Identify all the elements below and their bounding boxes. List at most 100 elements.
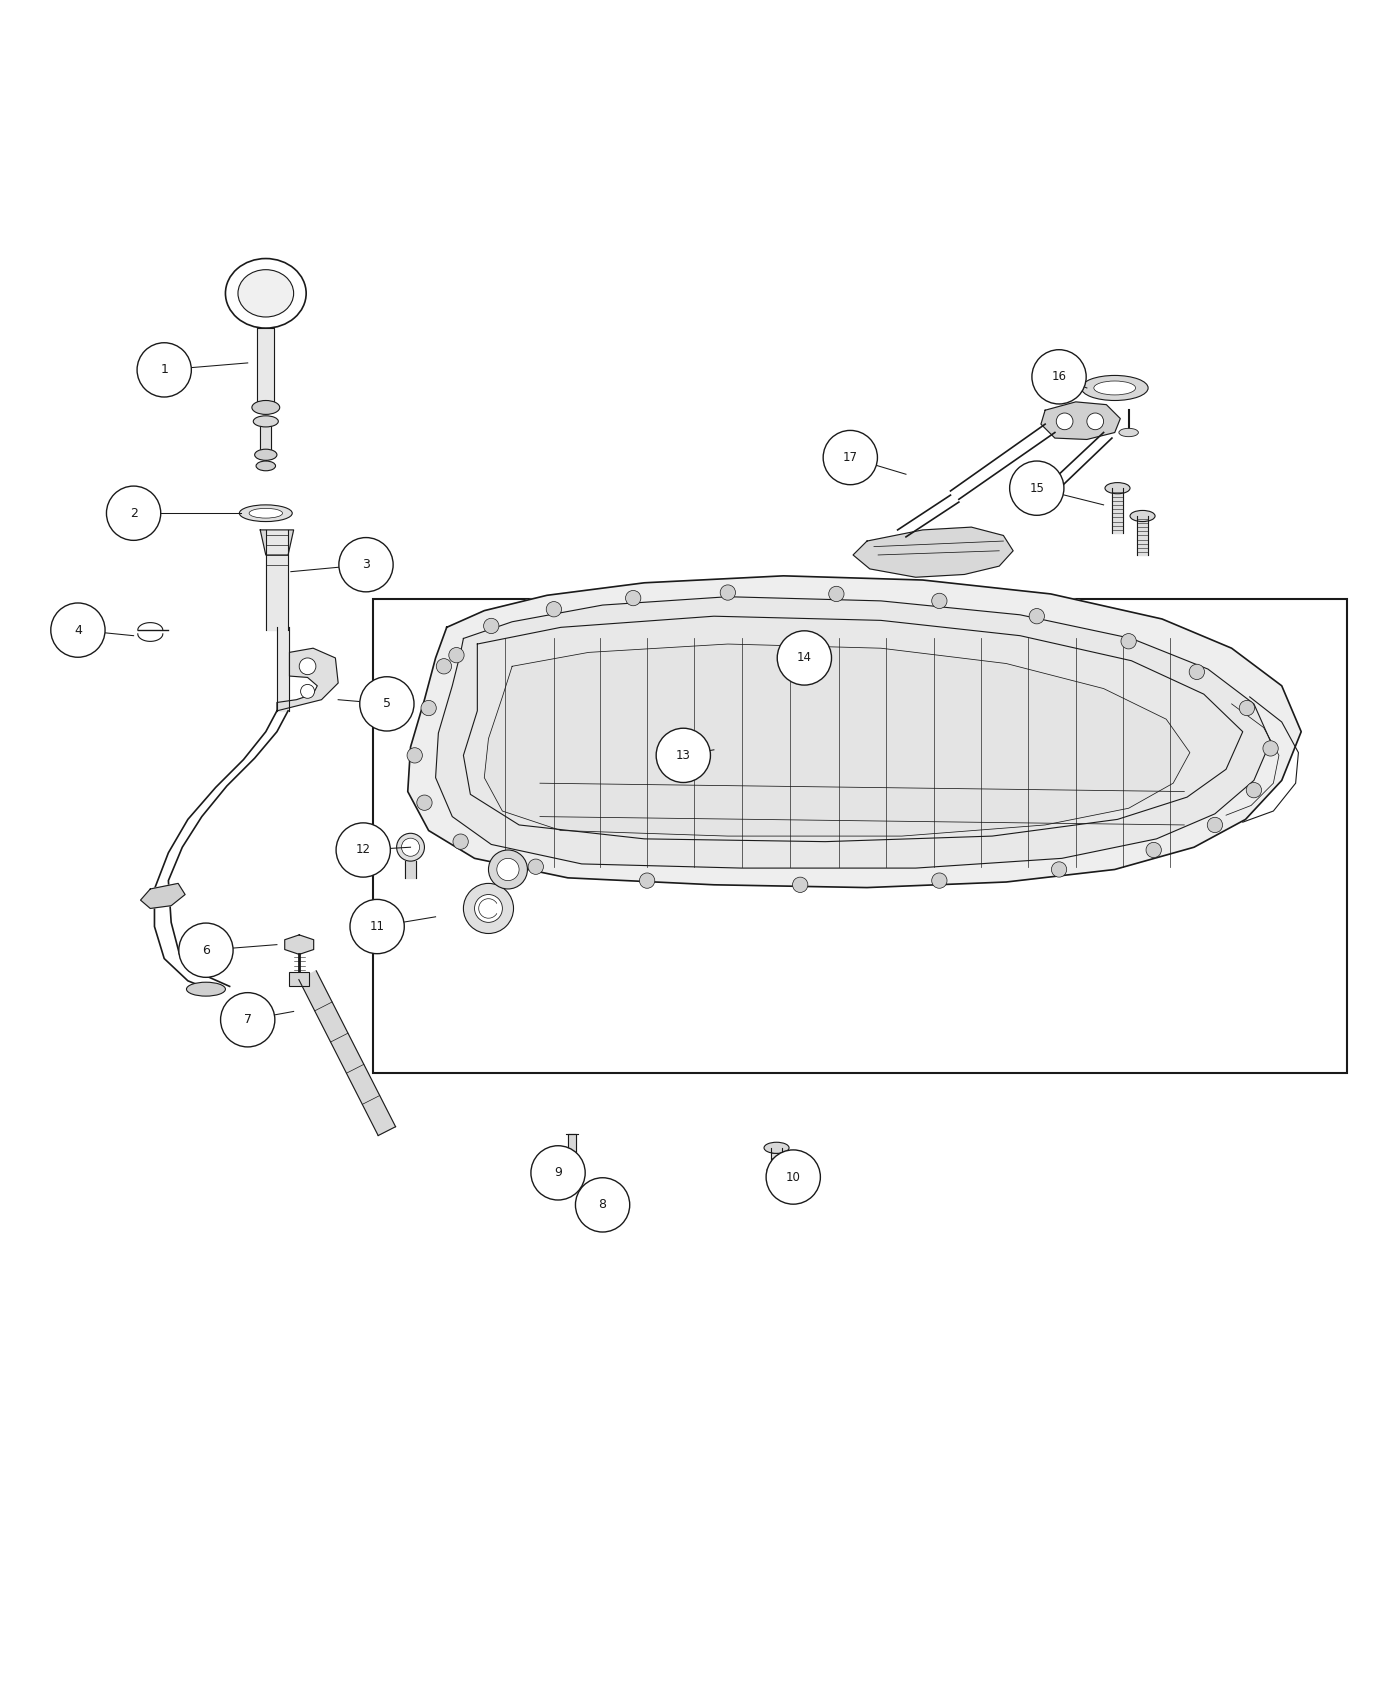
Circle shape [300,658,316,675]
Ellipse shape [396,833,424,862]
Ellipse shape [402,838,420,857]
Text: 7: 7 [244,1013,252,1027]
Circle shape [449,648,465,663]
Circle shape [1239,700,1254,716]
Circle shape [1263,741,1278,757]
Circle shape [1207,818,1222,833]
Ellipse shape [1119,428,1138,437]
Text: 16: 16 [1051,371,1067,383]
Ellipse shape [186,983,225,996]
Text: 10: 10 [785,1171,801,1183]
Circle shape [1246,782,1261,797]
Circle shape [301,685,315,699]
Text: 9: 9 [554,1166,561,1180]
Circle shape [932,593,946,609]
Circle shape [360,677,414,731]
Ellipse shape [252,401,280,415]
Text: 14: 14 [797,651,812,665]
Ellipse shape [225,258,307,328]
Circle shape [475,894,503,923]
Circle shape [792,877,808,893]
Circle shape [640,874,655,889]
Polygon shape [266,530,288,631]
Circle shape [720,585,735,600]
Text: 5: 5 [382,697,391,711]
Circle shape [626,590,641,605]
Text: 11: 11 [370,920,385,933]
Ellipse shape [1081,376,1148,401]
Circle shape [489,850,528,889]
Circle shape [106,486,161,541]
Circle shape [179,923,232,977]
Polygon shape [568,1134,577,1173]
Circle shape [336,823,391,877]
Circle shape [546,602,561,617]
Text: 1: 1 [160,364,168,376]
Ellipse shape [256,461,276,471]
Polygon shape [258,328,274,408]
Polygon shape [1137,517,1148,554]
Text: 4: 4 [74,624,81,636]
Polygon shape [407,576,1301,887]
Ellipse shape [253,416,279,427]
Ellipse shape [249,508,283,518]
Text: 2: 2 [130,507,137,520]
Polygon shape [1042,401,1120,440]
Text: 17: 17 [843,450,858,464]
Circle shape [339,537,393,592]
Text: 13: 13 [676,750,690,762]
Text: 3: 3 [363,558,370,571]
Circle shape [497,858,519,881]
Circle shape [463,884,514,933]
Circle shape [437,658,452,673]
Circle shape [1121,634,1137,649]
Circle shape [1056,413,1072,430]
Polygon shape [260,422,272,456]
Polygon shape [853,527,1014,578]
Polygon shape [298,971,396,1136]
Circle shape [421,700,437,716]
Ellipse shape [255,449,277,461]
Circle shape [575,1178,630,1232]
Text: 8: 8 [599,1198,606,1212]
Circle shape [531,1146,585,1200]
Ellipse shape [1105,483,1130,493]
Circle shape [1051,862,1067,877]
Ellipse shape [1130,510,1155,522]
Polygon shape [260,530,294,554]
Polygon shape [405,862,416,877]
Circle shape [454,835,468,850]
Text: 15: 15 [1029,481,1044,495]
Circle shape [1147,842,1162,858]
Circle shape [1029,609,1044,624]
Circle shape [528,858,543,874]
Circle shape [766,1149,820,1204]
Circle shape [932,874,946,889]
Text: 12: 12 [356,843,371,857]
Circle shape [483,619,498,634]
Ellipse shape [238,270,294,316]
Bar [372,600,1347,1073]
Ellipse shape [582,1190,617,1207]
Circle shape [1189,665,1204,680]
Polygon shape [284,935,314,954]
Circle shape [417,796,433,811]
Ellipse shape [239,505,293,522]
Polygon shape [140,884,185,908]
Circle shape [50,604,105,658]
Polygon shape [484,644,1190,836]
Text: 6: 6 [202,944,210,957]
Circle shape [1009,461,1064,515]
Circle shape [1032,350,1086,405]
Circle shape [137,343,192,398]
Circle shape [350,899,405,954]
Polygon shape [771,1148,783,1181]
Circle shape [407,748,423,763]
Ellipse shape [1093,381,1135,394]
Circle shape [221,993,274,1047]
Bar [290,972,309,986]
Circle shape [1086,413,1103,430]
Circle shape [657,728,710,782]
Polygon shape [277,627,290,711]
Polygon shape [277,648,339,711]
